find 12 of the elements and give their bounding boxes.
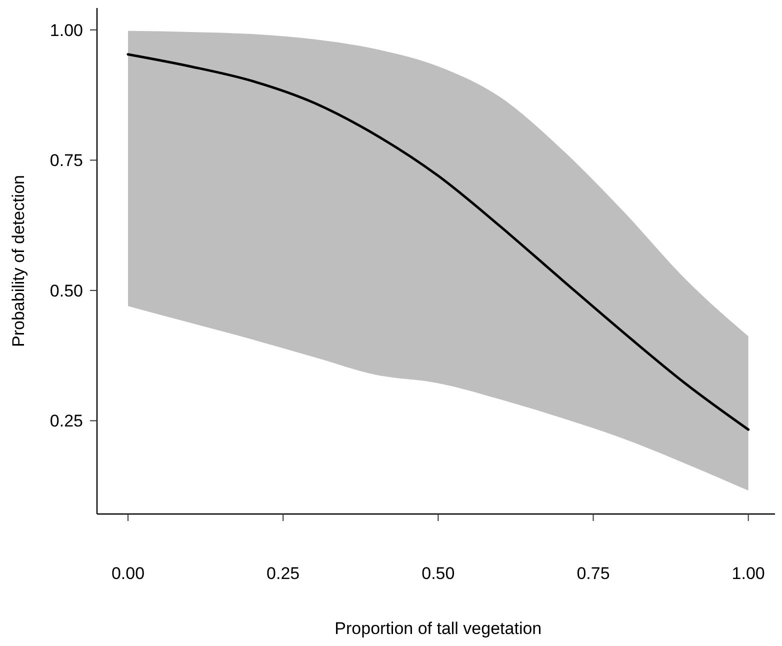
x-tick-label: 0.75 [576,564,610,583]
line-series [126,53,750,431]
y-tick-label: 1.00 [50,20,83,40]
x-tick-label: 1.00 [732,564,765,583]
x-tick-label: 0.00 [111,564,145,583]
x-axis-title: Proportion of tall vegetation [334,619,542,638]
y-tick-label: 0.50 [50,281,83,300]
y-tick-label: 0.75 [50,151,83,170]
x-tick-label: 0.25 [266,564,300,583]
x-tick-label: 0.50 [422,564,455,583]
y-tick-label: 0.25 [50,412,83,431]
y-axis-title: Probability of detection [9,175,28,347]
